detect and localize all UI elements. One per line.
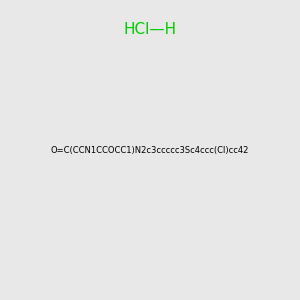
- Text: HCl—H: HCl—H: [123, 22, 177, 38]
- Text: O=C(CCN1CCOCC1)N2c3ccccc3Sc4ccc(Cl)cc42: O=C(CCN1CCOCC1)N2c3ccccc3Sc4ccc(Cl)cc42: [51, 146, 249, 154]
